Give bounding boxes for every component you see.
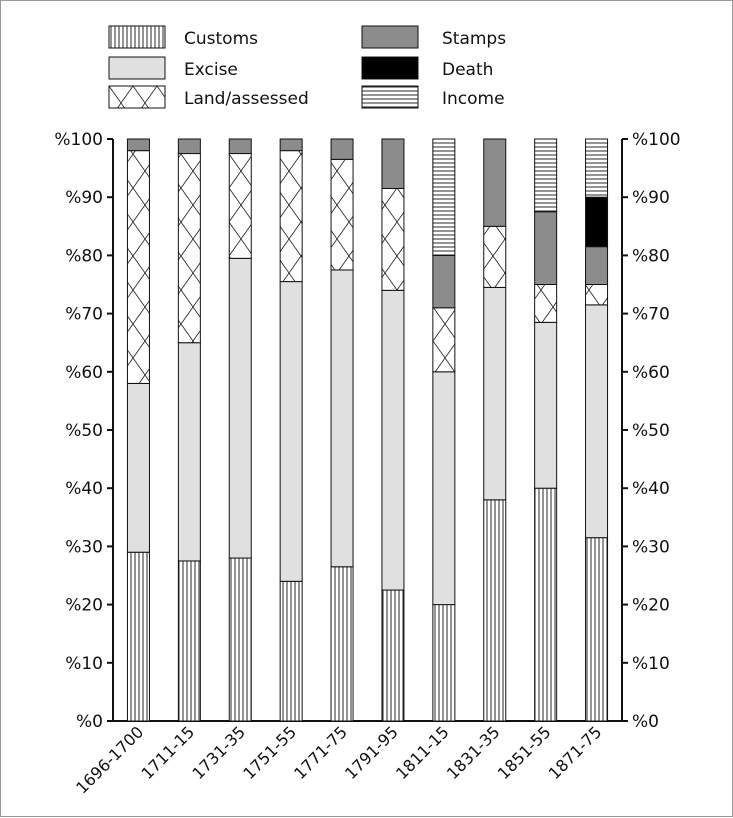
bar-segment-excise-1771-75: [330, 269, 354, 568]
bar-segment-customs-1851-55: [534, 487, 558, 722]
bar-segment-income-1871-75: [585, 138, 609, 198]
bar-segment-income-1851-55: [534, 138, 558, 213]
bar-segment-customs-1751-55: [279, 580, 303, 722]
bar-segment-excise-1871-75: [585, 304, 609, 539]
legend-swatch-land-assessed: [108, 85, 166, 109]
bar-segment-land-assessed-1871-75: [585, 284, 609, 306]
y-tick-label-right: %70: [632, 305, 670, 325]
bar-segment-customs-1711-15: [177, 560, 201, 722]
bar-segment-customs-1831-35: [483, 499, 507, 722]
x-tick-label-1871-75: 1871-75: [545, 722, 606, 783]
x-tick-label-1731-35: 1731-35: [188, 722, 249, 783]
y-tick-label-left: %90: [65, 188, 103, 208]
bar-segment-customs-1696-1700: [126, 551, 150, 722]
y-tick-label-right: %100: [632, 130, 681, 150]
x-tick-label-1711-15: 1711-15: [137, 722, 198, 783]
x-tick-label-1696-1700: 1696-1700: [72, 722, 147, 797]
y-tick-label-left: %100: [54, 130, 103, 150]
bar-segment-stamps-1811-15: [432, 254, 456, 309]
legend-label-land-assessed: Land/assessed: [184, 89, 309, 109]
legend-label-customs: Customs: [184, 29, 258, 49]
y-tick-label-right: %30: [632, 537, 670, 557]
bar-segment-land-assessed-1696-1700: [126, 150, 150, 384]
legend-swatch-death: [361, 56, 419, 80]
y-tick-label-left: %70: [65, 305, 103, 325]
bars: [126, 138, 609, 722]
y-tick-label-right: %80: [632, 246, 670, 266]
legend-label-death: Death: [442, 60, 493, 80]
y-tick-label-right: %50: [632, 421, 670, 441]
legend-swatch-customs: [108, 25, 166, 49]
bar-segment-land-assessed-1771-75: [330, 158, 354, 271]
y-tick-label-left: %0: [76, 712, 103, 732]
x-tick-label-1771-75: 1771-75: [290, 722, 351, 783]
bar-segment-stamps-1771-75: [330, 138, 354, 160]
x-tick-label-1831-35: 1831-35: [443, 722, 504, 783]
bar-segment-excise-1851-55: [534, 321, 558, 489]
y-tick-label-right: %0: [632, 712, 659, 732]
bar-segment-land-assessed-1811-15: [432, 307, 456, 373]
x-tick-label-1851-55: 1851-55: [494, 722, 555, 783]
bar-segment-excise-1791-95: [381, 289, 405, 591]
bar-segment-customs-1771-75: [330, 566, 354, 722]
axes: %0 %0 %10 %10 %20 %20 %30 %30 %40 %40 %50 %50 %60 %60…: [54, 130, 680, 732]
bar-segment-land-assessed-1831-35: [483, 225, 507, 288]
bar-segment-excise-1731-35: [228, 257, 252, 559]
bar-segment-land-assessed-1711-15: [177, 153, 201, 344]
bar-segment-death-1871-75: [585, 196, 609, 248]
y-tick-label-left: %10: [65, 654, 103, 674]
bar-segment-land-assessed-1751-55: [279, 150, 303, 283]
y-tick-label-left: %80: [65, 246, 103, 266]
y-tick-label-right: %40: [632, 479, 670, 499]
bar-segment-stamps-1831-35: [483, 138, 507, 227]
bar-segment-stamps-1711-15: [177, 138, 201, 155]
legend-swatch-excise: [108, 56, 166, 80]
bar-segment-stamps-1871-75: [585, 246, 609, 285]
legend-label-stamps: Stamps: [442, 29, 506, 49]
y-tick-label-left: %60: [65, 363, 103, 383]
bar-segment-land-assessed-1851-55: [534, 284, 558, 323]
x-tick-label-1811-15: 1811-15: [392, 722, 453, 783]
bar-segment-customs-1871-75: [585, 537, 609, 722]
bar-segment-excise-1811-15: [432, 371, 456, 606]
x-tick-label-1751-55: 1751-55: [239, 722, 300, 783]
bar-segment-excise-1696-1700: [126, 382, 150, 553]
y-tick-label-right: %10: [632, 654, 670, 674]
x-tick-label-1791-95: 1791-95: [341, 722, 402, 783]
bar-segment-customs-1791-95: [381, 589, 405, 722]
bar-segment-stamps-1731-35: [228, 138, 252, 155]
bar-segment-stamps-1696-1700: [126, 138, 150, 152]
y-tick-label-right: %60: [632, 363, 670, 383]
bar-segment-excise-1831-35: [483, 286, 507, 501]
x-tick-labels: 1696-17001711-151731-351751-551771-75179…: [72, 722, 605, 797]
legend-swatch-stamps: [361, 25, 419, 49]
bar-segment-stamps-1791-95: [381, 138, 405, 189]
bar-segment-customs-1811-15: [432, 604, 456, 722]
bar-segment-excise-1751-55: [279, 281, 303, 582]
bar-segment-excise-1711-15: [177, 342, 201, 562]
legend: Customs Excise Land/assessed Stamps Death Inc…: [108, 25, 506, 109]
y-tick-label-right: %90: [632, 188, 670, 208]
legend-label-excise: Excise: [184, 60, 238, 80]
bar-segment-income-1811-15: [432, 138, 456, 256]
bar-segment-customs-1731-35: [228, 557, 252, 722]
bar-segment-land-assessed-1791-95: [381, 187, 405, 291]
y-tick-label-left: %20: [65, 596, 103, 616]
bar-segment-stamps-1751-55: [279, 138, 303, 152]
legend-label-income: Income: [442, 89, 505, 109]
bar-segment-stamps-1851-55: [534, 211, 558, 285]
y-tick-label-left: %40: [65, 479, 103, 499]
bar-segment-land-assessed-1731-35: [228, 153, 252, 259]
y-tick-label-left: %30: [65, 537, 103, 557]
y-tick-label-left: %50: [65, 421, 103, 441]
y-tick-label-right: %20: [632, 596, 670, 616]
legend-swatch-income: [361, 85, 419, 109]
